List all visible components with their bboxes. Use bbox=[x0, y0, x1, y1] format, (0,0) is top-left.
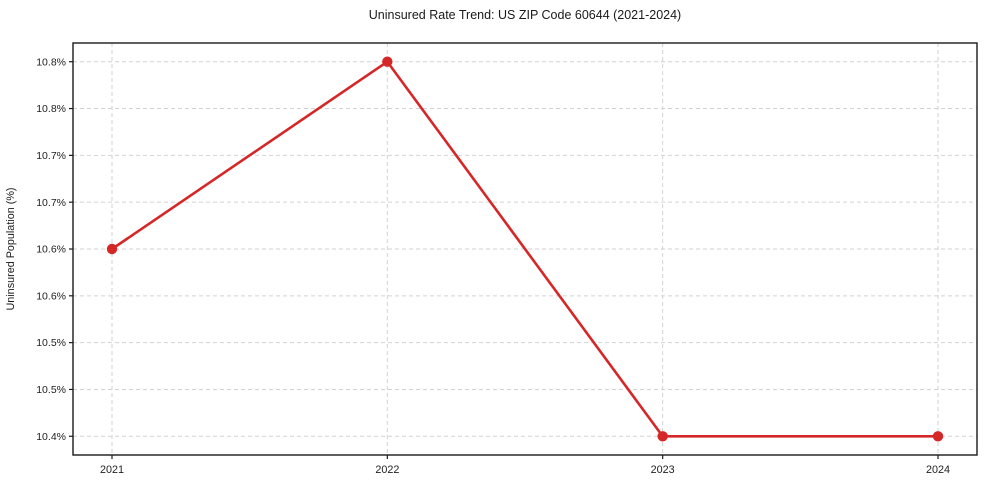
x-tick-label: 2022 bbox=[375, 464, 399, 476]
y-tick-label: 10.4% bbox=[36, 431, 66, 443]
y-tick-label: 10.6% bbox=[36, 290, 66, 302]
trend-line bbox=[110, 60, 940, 438]
x-tick-label: 2023 bbox=[651, 464, 675, 476]
y-tick-label: 10.6% bbox=[36, 244, 66, 256]
y-tick-label: 10.5% bbox=[36, 384, 66, 396]
data-point-marker bbox=[932, 431, 944, 442]
y-tick-label: 10.7% bbox=[36, 197, 66, 209]
data-point-marker bbox=[106, 243, 118, 255]
data-point-marker bbox=[382, 56, 393, 67]
x-tick-label: 2024 bbox=[926, 464, 950, 476]
data-point-marker bbox=[657, 431, 668, 442]
y-tick-label: 10.8% bbox=[36, 103, 66, 115]
y-tick-label: 10.5% bbox=[36, 337, 66, 349]
y-tick-label: 10.8% bbox=[36, 56, 66, 68]
y-tick-label: 10.7% bbox=[36, 150, 66, 162]
x-tick-label: 2021 bbox=[100, 464, 124, 476]
chart-title: Uninsured Rate Trend: US ZIP Code 60644 … bbox=[368, 8, 682, 22]
